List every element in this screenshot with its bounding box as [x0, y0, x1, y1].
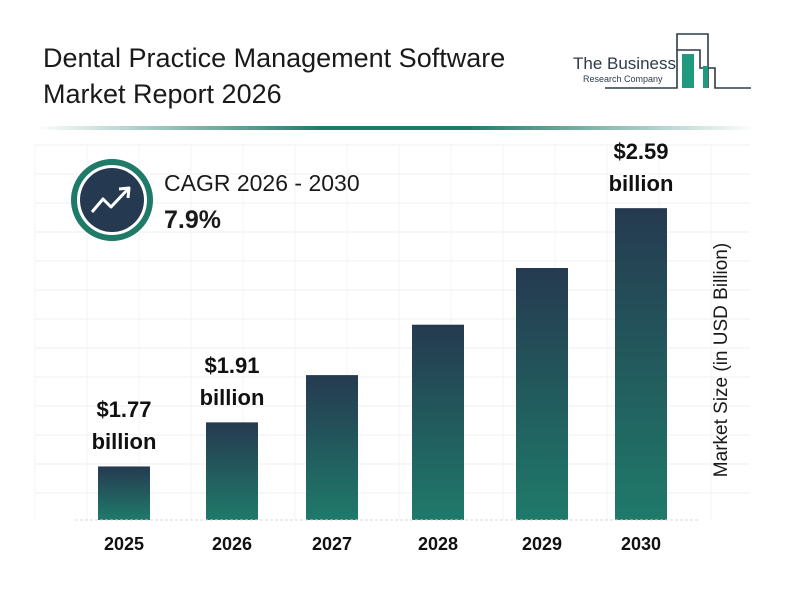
title-line-1: Dental Practice Management Software	[43, 43, 506, 73]
data-label-2025: $1.77 billion	[92, 394, 157, 458]
title-line-2: Market Report 2026	[43, 79, 282, 109]
data-label-value: $1.77	[96, 397, 152, 423]
logo-buildings-icon	[605, 33, 751, 89]
trending-up-icon	[90, 186, 131, 213]
bar-2026	[206, 422, 258, 520]
data-label-unit: billion	[608, 171, 674, 197]
data-label-value: $1.91	[204, 353, 260, 379]
company-logo: The Business Research Company	[565, 30, 755, 92]
x-tick-label: 2026	[211, 534, 253, 554]
x-tick-label: 2025	[103, 534, 145, 554]
logo-text-primary: The Business	[573, 54, 676, 73]
bars	[98, 208, 667, 520]
cagr-icon	[71, 159, 153, 241]
bar-2029	[516, 268, 568, 520]
logo-text-secondary: Research Company	[583, 74, 663, 84]
bar-2027	[306, 375, 358, 520]
y-axis-label: Market Size (in USD Billion)	[711, 242, 732, 478]
x-tick-label: 2029	[521, 534, 563, 554]
bar-2030	[615, 208, 667, 520]
cagr-label: CAGR 2026 - 2030	[164, 170, 360, 196]
x-tick-label: 2028	[417, 534, 459, 554]
data-label-2026: $1.91 billion	[200, 350, 265, 414]
data-label-unit: billion	[91, 429, 157, 455]
data-label-unit: billion	[199, 385, 265, 411]
cagr-value: 7.9%	[164, 206, 221, 234]
x-tick-label: 2030	[620, 534, 662, 554]
bar-2028	[412, 324, 464, 520]
header-divider	[35, 126, 755, 130]
data-label-value: $2.59	[613, 139, 669, 165]
x-tick-label: 2027	[311, 534, 353, 554]
page-title: Dental Practice Management Software Mark…	[43, 40, 583, 112]
bar-2025	[98, 466, 150, 520]
data-label-2030: $2.59 billion	[609, 136, 674, 200]
